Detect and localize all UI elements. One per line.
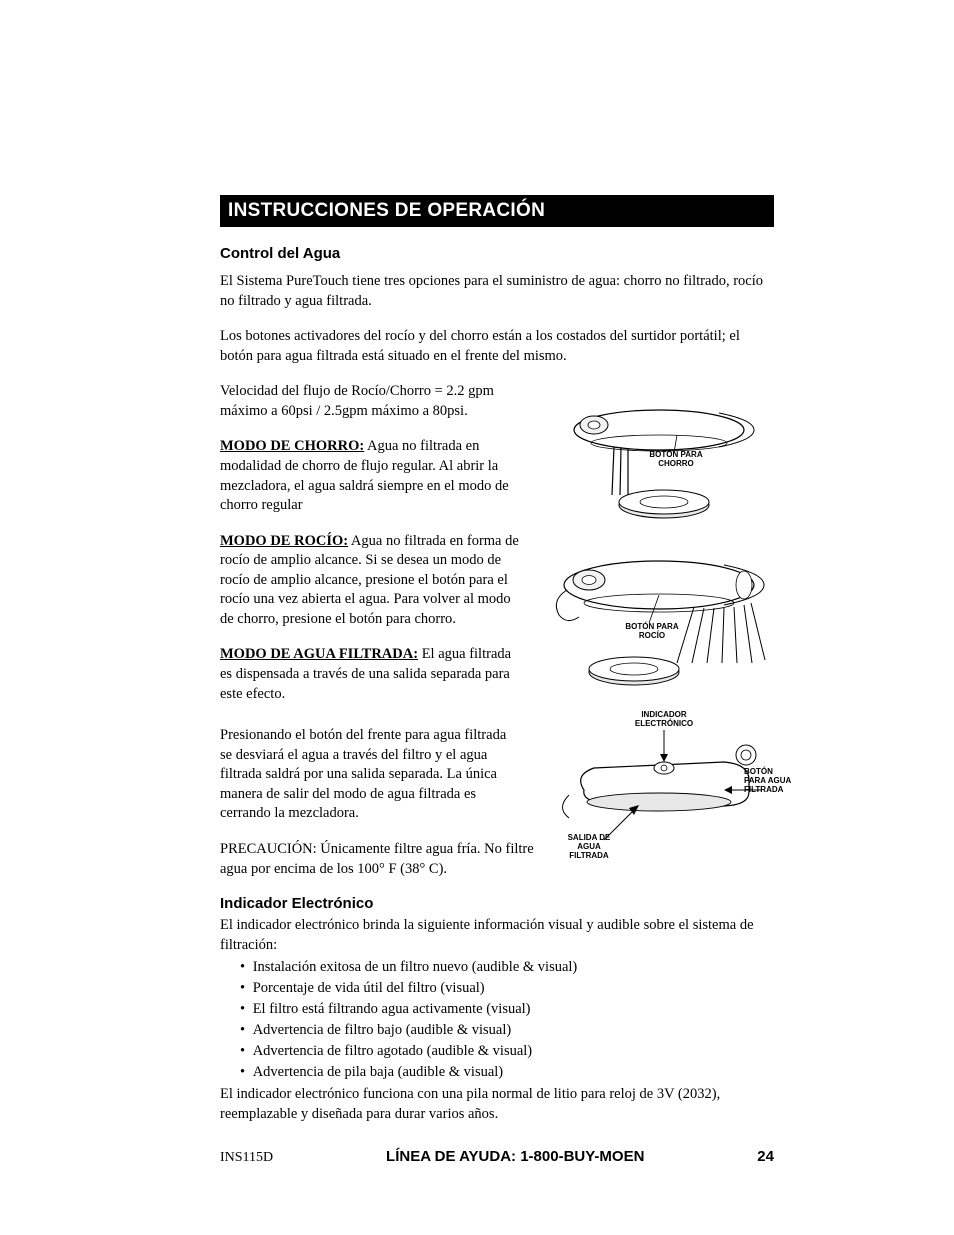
footer-docid: INS115D [220, 1150, 273, 1166]
diagram-label-rocio: BOTÓN PARA ROCÍO [617, 622, 687, 640]
bullet-list: Instalación exitosa de un filtro nuevo (… [254, 957, 774, 1083]
heading-indicador: Indicador Electrónico [220, 895, 774, 912]
list-item: El filtro está filtrando agua activament… [254, 999, 774, 1020]
diagram-label-indicador: INDICADOR ELECTRÓNICO [624, 710, 704, 728]
list-item: Porcentaje de vida útil del filtro (visu… [254, 978, 774, 999]
paragraph-filtrada-detail: Presionando el botón del frente para agu… [220, 726, 520, 824]
paragraph-caution: PRECAUCIÓN: Únicamente filtre agua fría.… [220, 840, 550, 879]
diagram-container: BOTÓN PARA CHORRO BOTÓN PARA ROCÍO INDIC… [549, 395, 774, 885]
paragraph-mode-rocio: MODO DE ROCÍO: Agua no filtrada en forma… [220, 532, 520, 630]
paragraph-flowrate: Velocidad del flujo de Rocío/Chorro = 2.… [220, 382, 520, 421]
diagram-label-salida: SALIDA DE AGUA FILTRADA [559, 833, 619, 861]
mode-label: MODO DE ROCÍO: [220, 533, 348, 549]
diagram-label-boton-filtrada: BOTÓN PARA AGUA FILTRADA [744, 767, 794, 795]
list-item: Advertencia de filtro bajo (audible & vi… [254, 1020, 774, 1041]
page-footer: INS115D LÍNEA DE AYUDA: 1-800-BUY-MOEN 2… [220, 1148, 774, 1166]
page-banner: INSTRUCCIONES DE OPERACIÓN [220, 195, 774, 227]
paragraph-indicador-outro: El indicador electrónico funciona con un… [220, 1085, 774, 1124]
mode-label: MODO DE AGUA FILTRADA: [220, 646, 418, 662]
paragraph-indicador-intro: El indicador electrónico brinda la sigui… [220, 916, 774, 955]
paragraph-mode-chorro: MODO DE CHORRO: Agua no filtrada en moda… [220, 437, 520, 515]
footer-helpline: LÍNEA DE AYUDA: 1-800-BUY-MOEN [386, 1148, 644, 1165]
list-item: Instalación exitosa de un filtro nuevo (… [254, 957, 774, 978]
list-item: Advertencia de filtro agotado (audible &… [254, 1041, 774, 1062]
diagram-label-chorro: BOTÓN PARA CHORRO [641, 450, 711, 468]
footer-page-number: 24 [757, 1148, 774, 1165]
mode-label: MODO DE CHORRO: [220, 438, 364, 454]
heading-control-agua: Control del Agua [220, 245, 774, 262]
paragraph-mode-filtrada: MODO DE AGUA FILTRADA: El agua filtrada … [220, 645, 520, 704]
list-item: Advertencia de pila baja (audible & visu… [254, 1062, 774, 1083]
paragraph: El Sistema PureTouch tiene tres opciones… [220, 272, 774, 311]
paragraph: Los botones activadores del rocío y del … [220, 327, 774, 366]
